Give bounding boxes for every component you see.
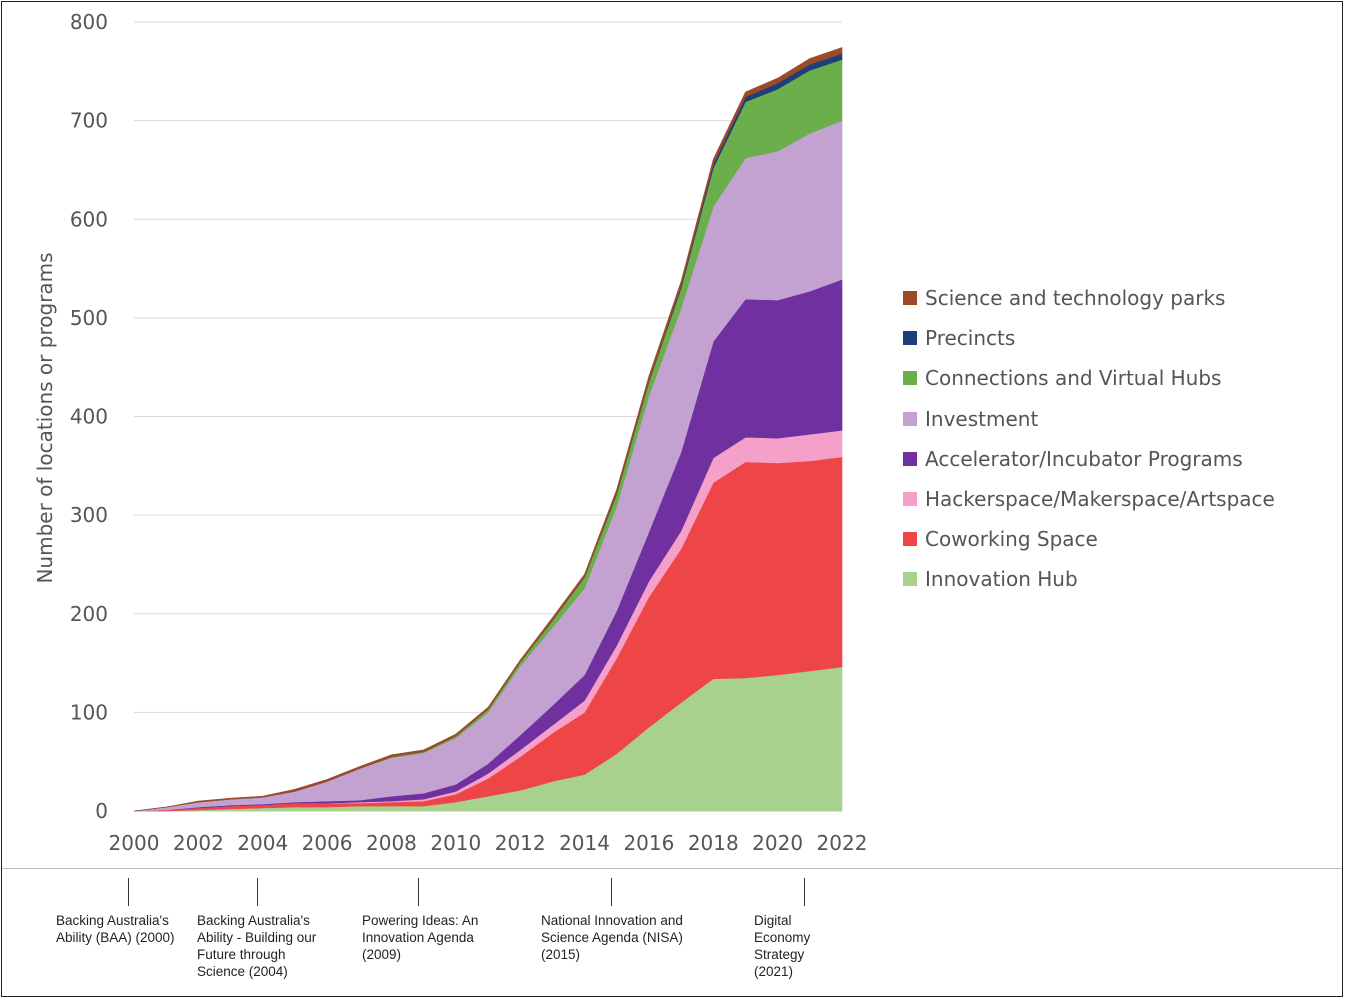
legend-swatch bbox=[903, 451, 917, 466]
x-tick-label: 2000 bbox=[109, 831, 160, 855]
legend-label: Innovation Hub bbox=[925, 567, 1078, 592]
legend-swatch bbox=[903, 331, 917, 346]
policy-label: Powering Ideas: An Innovation Agenda (2009… bbox=[362, 913, 479, 962]
legend-swatch bbox=[903, 291, 917, 306]
policy-label: Backing Australia's Ability (BAA) (2000) bbox=[56, 913, 175, 945]
policy-marker bbox=[804, 878, 805, 906]
legend-item-connections-and-virtual-hubs: Connections and Virtual Hubs bbox=[903, 358, 1275, 398]
y-tick-label: 600 bbox=[70, 207, 108, 231]
legend-label: Coworking Space bbox=[925, 527, 1098, 552]
policy-label: National Innovation and Science Agenda (N… bbox=[541, 913, 683, 962]
legend-swatch bbox=[903, 572, 917, 587]
legend-swatch bbox=[903, 492, 917, 507]
policy-marker bbox=[611, 878, 612, 906]
legend-item-innovation-hub: Innovation Hub bbox=[903, 559, 1275, 599]
legend-item-investment: Investment bbox=[903, 399, 1275, 439]
area-science-and-technology-parks bbox=[133, 47, 843, 812]
x-tick-label: 2008 bbox=[366, 831, 417, 855]
y-axis-label: Number of locations or programs bbox=[33, 252, 57, 583]
x-tick-label: 2016 bbox=[623, 831, 674, 855]
policy-label: Digital Economy Strategy (2021) bbox=[754, 913, 811, 979]
legend-swatch bbox=[903, 371, 917, 386]
legend-swatch bbox=[903, 411, 917, 426]
legend-swatch bbox=[903, 532, 917, 547]
y-tick-label: 0 bbox=[95, 799, 108, 823]
policy-marker bbox=[257, 878, 258, 906]
legend-label: Investment bbox=[925, 406, 1039, 431]
legend-item-science-and-technology-parks: Science and technology parks bbox=[903, 278, 1275, 318]
timeline-divider bbox=[2, 868, 1342, 869]
y-tick-label: 500 bbox=[70, 306, 108, 330]
x-tick-label: 2006 bbox=[302, 831, 353, 855]
policy-marker bbox=[128, 878, 129, 906]
y-axis-ticks: 0 100 200 300 400 500 600 700 800 bbox=[70, 10, 108, 823]
legend-item-accelerator-incubator-programs: Accelerator/Incubator Programs bbox=[903, 439, 1275, 479]
x-axis-ticks: 2000 2002 2004 2006 2008 2010 2012 2014 2016 2018… bbox=[109, 831, 868, 855]
legend-item-precincts: Precincts bbox=[903, 318, 1275, 358]
x-tick-label: 2018 bbox=[688, 831, 739, 855]
legend-label: Hackerspace/Makerspace/Artspace bbox=[925, 487, 1275, 512]
policy-label: Backing Australia's Ability - Building ou… bbox=[197, 913, 317, 979]
x-tick-label: 2004 bbox=[237, 831, 288, 855]
y-tick-label: 200 bbox=[70, 602, 108, 626]
x-tick-label: 2010 bbox=[430, 831, 481, 855]
x-tick-label: 2014 bbox=[559, 831, 610, 855]
y-tick-label: 300 bbox=[70, 503, 108, 527]
y-tick-label: 100 bbox=[70, 700, 108, 724]
legend-label: Connections and Virtual Hubs bbox=[925, 366, 1222, 391]
legend-label: Accelerator/Incubator Programs bbox=[925, 446, 1243, 471]
legend-label: Precincts bbox=[925, 326, 1016, 351]
policy-marker bbox=[418, 878, 419, 906]
x-tick-label: 2012 bbox=[495, 831, 546, 855]
x-tick-label: 2002 bbox=[173, 831, 224, 855]
series-areas bbox=[133, 47, 843, 812]
y-tick-label: 400 bbox=[70, 405, 108, 429]
y-tick-label: 800 bbox=[70, 10, 108, 34]
legend-label: Science and technology parks bbox=[925, 286, 1226, 311]
x-tick-label: 2020 bbox=[752, 831, 803, 855]
legend-item-coworking-space: Coworking Space bbox=[903, 519, 1275, 559]
legend: Science and technology parks Precincts Con… bbox=[903, 278, 1275, 600]
x-tick-label: 2022 bbox=[817, 831, 868, 855]
y-tick-label: 700 bbox=[70, 109, 108, 133]
legend-item-hackerspace-makerspace-artspace: Hackerspace/Makerspace/Artspace bbox=[903, 479, 1275, 519]
